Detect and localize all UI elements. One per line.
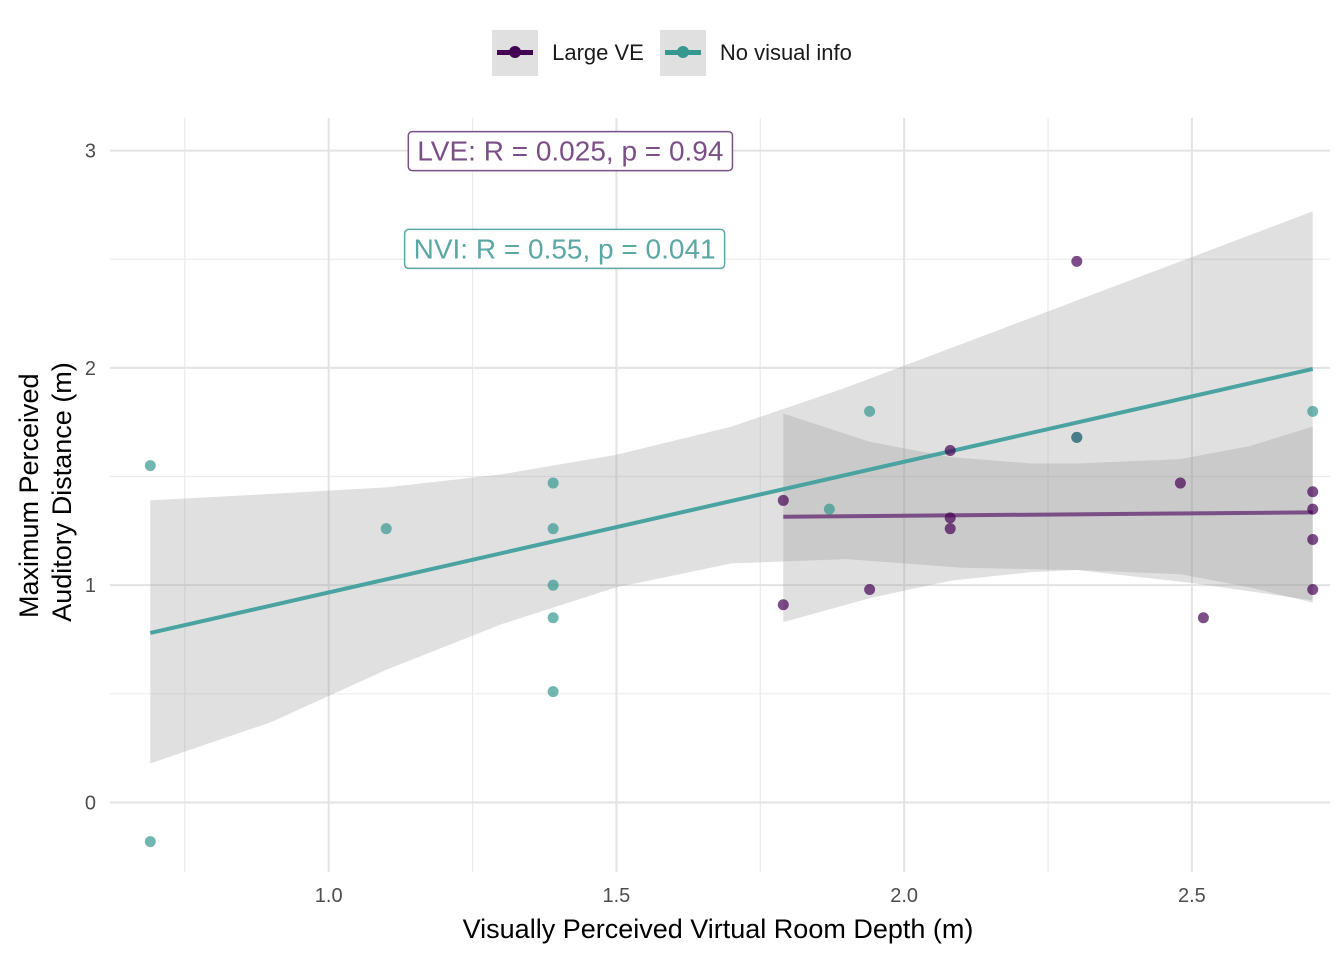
legend-key-large-ve: [492, 30, 539, 76]
legend-key-no-visual-info: [659, 30, 706, 76]
data-point: [944, 523, 956, 535]
data-point: [1197, 612, 1209, 624]
annotation-text: LVE: R = 0.025, p = 0.94: [417, 136, 723, 167]
y-tick-label: 1: [85, 575, 96, 597]
annotation-label-0: LVE: R = 0.025, p = 0.94: [407, 130, 734, 172]
data-points: [144, 255, 1319, 848]
legend-label: No visual info: [719, 40, 852, 65]
x-tick-label: 1.5: [603, 885, 631, 907]
y-axis-label: Maximum Perceived Auditory Distance (m): [14, 362, 77, 622]
x-axis-label: Visually Perceived Virtual Room Depth (m…: [463, 914, 974, 944]
data-point: [944, 512, 956, 524]
data-point: [144, 460, 156, 472]
data-point: [1071, 431, 1083, 443]
y-axis-label-line-1: Maximum Perceived: [14, 373, 44, 618]
x-tick-label: 2.0: [890, 885, 918, 907]
confidence-band-1: [150, 211, 1313, 764]
legend-label: Large VE: [552, 40, 644, 65]
data-point: [380, 523, 392, 535]
fit-line-1: [149, 367, 1314, 635]
confidence-band-0: [783, 413, 1313, 623]
confidence-bands: [150, 211, 1313, 764]
data-point: [1307, 534, 1319, 546]
data-point: [1307, 486, 1319, 498]
data-point: [777, 494, 789, 506]
legend-item-large-ve: Large VE: [492, 30, 644, 76]
data-point: [547, 612, 559, 624]
y-tick-label: 2: [85, 358, 96, 380]
annotations: LVE: R = 0.025, p = 0.94 NVI: R = 0.55, p…: [403, 130, 734, 270]
y-tick-label: 0: [85, 792, 96, 814]
data-point: [944, 444, 956, 456]
annotation-label-1: NVI: R = 0.55, p = 0.041: [403, 228, 726, 270]
fit-lines: [149, 367, 1314, 635]
data-point: [864, 405, 876, 417]
grid-lines: [110, 118, 1330, 872]
data-point: [864, 584, 876, 596]
data-point: [547, 523, 559, 535]
legend-item-no-visual-info: No visual info: [659, 30, 852, 76]
data-point: [144, 836, 156, 848]
y-axis-label-line-2: Auditory Distance (m): [47, 362, 77, 622]
x-tick-label: 2.5: [1178, 885, 1206, 907]
x-axis-ticks: 1.0 1.5 2.0 2.5: [315, 885, 1206, 907]
data-point: [823, 503, 835, 515]
x-tick-label: 1.0: [315, 885, 343, 907]
annotation-box: [407, 130, 734, 172]
data-point: [1307, 503, 1319, 515]
data-point: [1071, 255, 1083, 267]
data-point: [547, 477, 559, 489]
data-point: [1307, 405, 1319, 417]
data-point: [547, 686, 559, 698]
annotation-text: NVI: R = 0.55, p = 0.041: [414, 233, 716, 264]
fit-line-0: [783, 510, 1313, 519]
data-point: [1307, 584, 1319, 596]
y-tick-label: 3: [85, 141, 96, 163]
y-axis-ticks: 0 1 2 3: [85, 141, 96, 815]
legend: Large VE No visual info: [0, 30, 1344, 76]
data-point: [777, 599, 789, 611]
data-point: [547, 579, 559, 591]
data-point: [1174, 477, 1186, 489]
annotation-box: [403, 228, 726, 270]
